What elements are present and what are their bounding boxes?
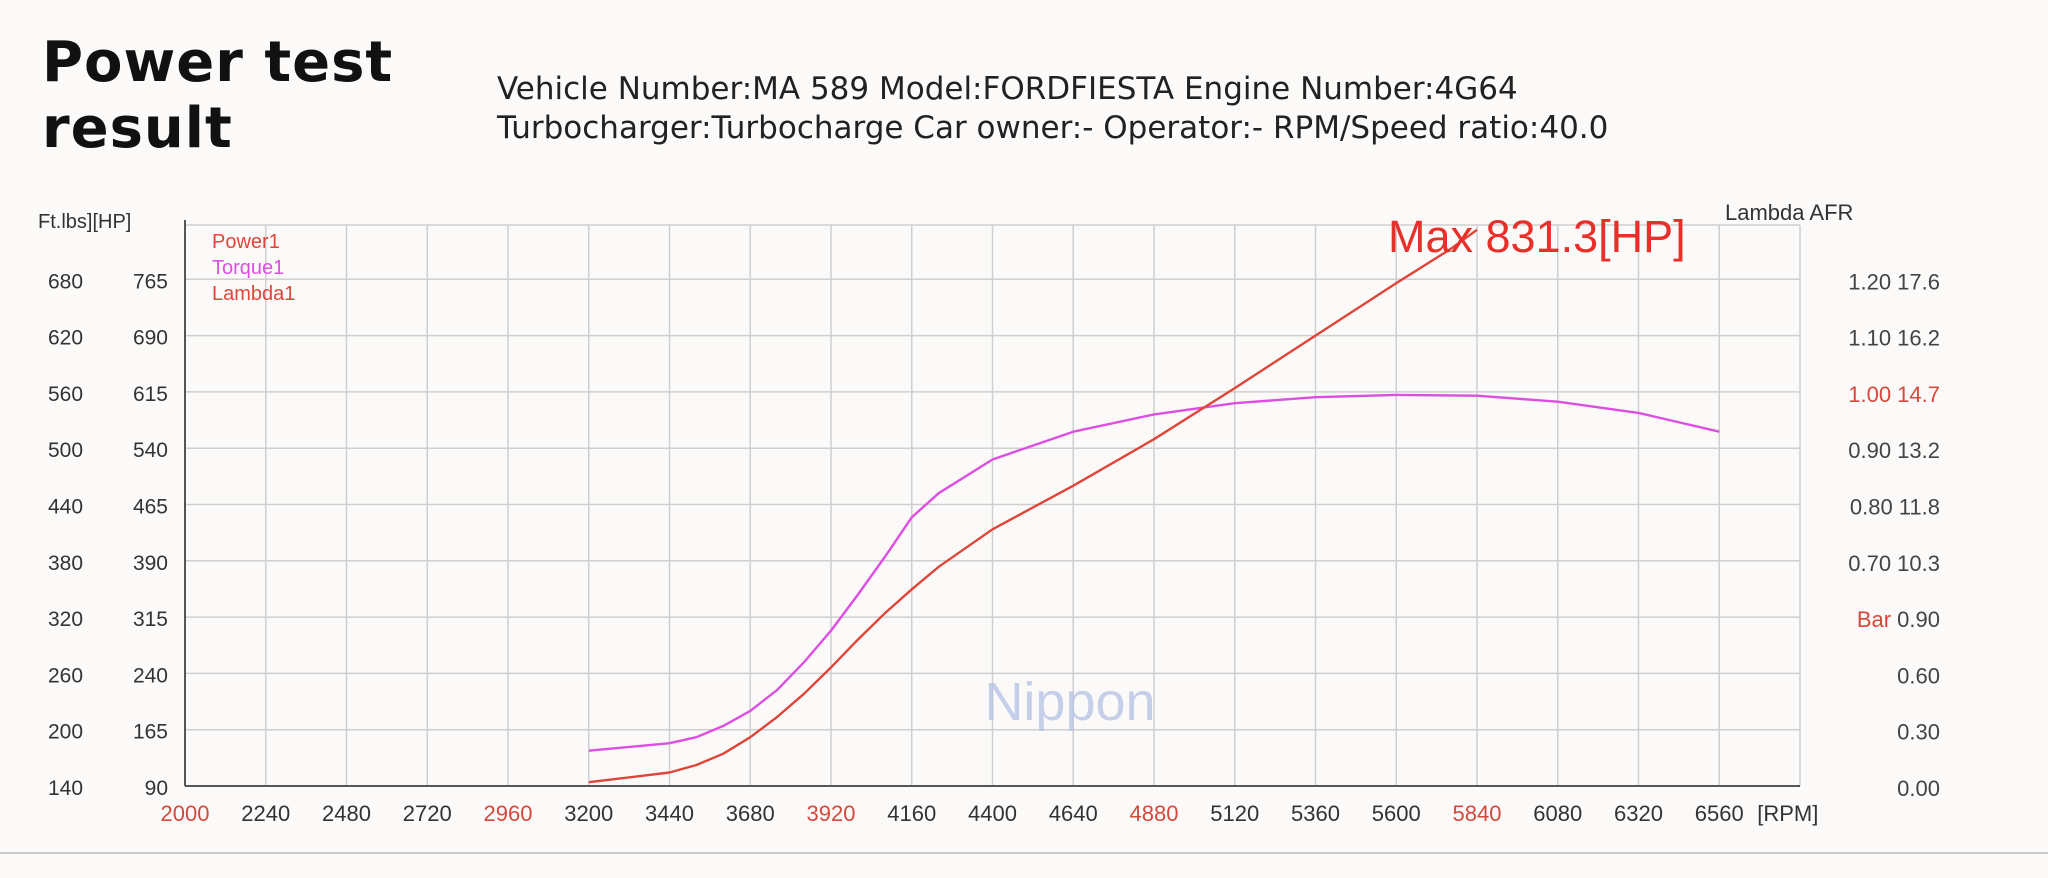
x-tick-label: 5120 — [1210, 801, 1259, 826]
chart-labels: Nippon Max 831.3[HP] Ft.lbs][HP] Lambda AFR… — [38, 200, 1940, 826]
right-axis-title: Lambda AFR — [1725, 200, 1853, 225]
left-tick-label: 615 — [133, 383, 168, 406]
page-title: Power test result — [42, 30, 394, 161]
vehicle-info: Vehicle Number:MA 589 Model:FORDFIESTA E… — [497, 70, 1608, 148]
x-tick-label: 3200 — [564, 801, 613, 826]
left-tick-label: 140 — [48, 777, 83, 800]
chart-grid — [184, 220, 1801, 787]
right-tick-label: 0.80 11.8 — [1850, 495, 1940, 520]
vehicle-info-line-1: Vehicle Number:MA 589 Model:FORDFIESTA E… — [497, 71, 1518, 107]
x-tick-label: 2000 — [161, 801, 210, 826]
torque-curve — [588, 393, 1720, 752]
vehicle-info-line-2: Turbocharger:Turbocharge Car owner:- Ope… — [497, 110, 1609, 146]
left-tick-label: 620 — [48, 327, 83, 350]
left-tick-label: 500 — [48, 439, 83, 462]
right-tick-label: Bar 0.90 — [1857, 607, 1940, 632]
right-tick-label: 1.00 14.7 — [1848, 382, 1940, 407]
left-tick-label: 165 — [133, 721, 168, 744]
right-tick-label: 0.60 — [1897, 663, 1940, 688]
left-tick-label: 390 — [133, 552, 168, 575]
x-tick-label: 4400 — [968, 801, 1017, 826]
x-tick-label: 3440 — [645, 801, 694, 826]
left-tick-label: 260 — [48, 664, 83, 687]
watermark: Nippon — [984, 672, 1155, 732]
power-chart: Nippon Max 831.3[HP] Ft.lbs][HP] Lambda AFR… — [38, 200, 1940, 826]
left-tick-label: 200 — [48, 721, 83, 744]
x-tick-label: 2240 — [241, 801, 290, 826]
x-tick-label: 3920 — [807, 801, 856, 826]
left-tick-label: 680 — [48, 270, 83, 293]
legend-power: Power1 — [212, 231, 280, 253]
left-tick-label: 315 — [133, 608, 168, 631]
left-tick-label: 560 — [48, 383, 83, 406]
x-tick-label: 5840 — [1453, 801, 1502, 826]
left-tick-label: 465 — [133, 496, 168, 519]
right-tick-label: 1.10 16.2 — [1848, 326, 1940, 351]
max-power-annotation: Max 831.3[HP] — [1388, 211, 1686, 262]
x-tick-label: 4640 — [1049, 801, 1098, 826]
x-tick-label: 6560 — [1695, 801, 1744, 826]
x-tick-label: 5600 — [1372, 801, 1421, 826]
right-tick-label: 0.70 10.3 — [1848, 551, 1940, 576]
left-tick-label: 540 — [133, 439, 168, 462]
left-axis-title: Ft.lbs][HP] — [38, 211, 131, 233]
left-tick-label: 380 — [48, 552, 83, 575]
x-tick-label: 3680 — [726, 801, 775, 826]
left-tick-label: 240 — [133, 664, 168, 687]
left-tick-label: 440 — [48, 496, 83, 519]
x-tick-label: 2960 — [484, 801, 533, 826]
x-tick-label: 5360 — [1291, 801, 1340, 826]
x-tick-label: 2720 — [403, 801, 452, 826]
left-tick-label: 690 — [133, 327, 168, 350]
right-tick-label: 0.00 — [1897, 776, 1940, 801]
legend-torque: Torque1 — [212, 257, 284, 279]
power-curve — [588, 228, 1478, 784]
left-tick-label: 765 — [133, 270, 168, 293]
right-tick-label: 0.90 13.2 — [1848, 438, 1940, 463]
left-tick-label: 90 — [145, 777, 168, 800]
x-tick-label: 6320 — [1614, 801, 1663, 826]
x-tick-label: 2480 — [322, 801, 371, 826]
x-axis-unit: [RPM] — [1757, 801, 1818, 826]
x-tick-label: 4880 — [1130, 801, 1179, 826]
status-divider — [0, 852, 2048, 854]
x-tick-label: 6080 — [1533, 801, 1582, 826]
left-tick-label: 320 — [48, 608, 83, 631]
legend-lambda: Lambda1 — [212, 283, 295, 305]
right-tick-label: 1.20 17.6 — [1848, 269, 1940, 294]
right-tick-label: 0.30 — [1897, 720, 1940, 745]
chart-series — [588, 228, 1720, 784]
x-tick-label: 4160 — [887, 801, 936, 826]
